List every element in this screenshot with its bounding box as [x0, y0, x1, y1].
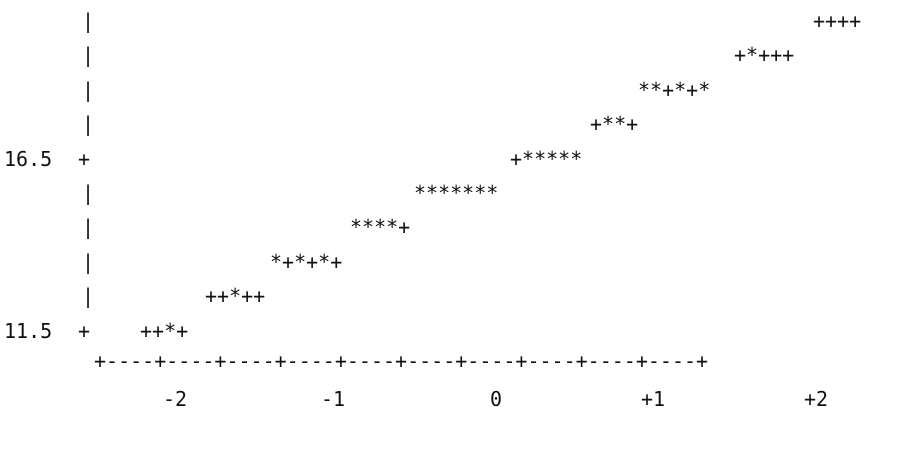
- y-axis-segment: |: [82, 77, 95, 102]
- y-axis-segment: |: [82, 215, 95, 240]
- x-tick-label: 0: [490, 387, 503, 411]
- plot-marks: +*+++: [734, 43, 795, 68]
- y-axis-segment: |: [82, 112, 95, 137]
- y-axis-segment: |: [82, 9, 95, 33]
- y-axis-tick: +: [78, 146, 91, 171]
- y-axis-segment: |: [82, 43, 95, 68]
- plot-marks: **+*+*: [638, 77, 711, 102]
- y-tick-label: 16.5: [4, 146, 53, 171]
- plot-marks: *******: [414, 181, 499, 205]
- plot-marks: ++++: [813, 9, 862, 33]
- plot-marks: *+*+*+: [270, 249, 343, 274]
- x-tick-label: +2: [804, 387, 829, 411]
- y-axis-tick: +: [78, 318, 91, 343]
- x-tick-label: +1: [641, 387, 666, 411]
- plot-marks: +*****: [510, 146, 583, 171]
- plot-marks: ++*++: [205, 284, 266, 309]
- plot-marks: +**+: [590, 112, 639, 137]
- x-tick-label: -1: [321, 387, 346, 411]
- y-axis-segment: |: [82, 284, 95, 309]
- plot-marks: ++*+: [140, 318, 189, 343]
- x-axis-line: +----+----+----+----+----+----+----+----…: [94, 349, 709, 373]
- y-tick-label: 11.5: [4, 318, 53, 343]
- plot-marks: ****+: [350, 215, 411, 240]
- y-axis-segment: |: [82, 249, 95, 274]
- x-tick-label: -2: [163, 387, 188, 411]
- y-axis-segment: |: [82, 181, 95, 205]
